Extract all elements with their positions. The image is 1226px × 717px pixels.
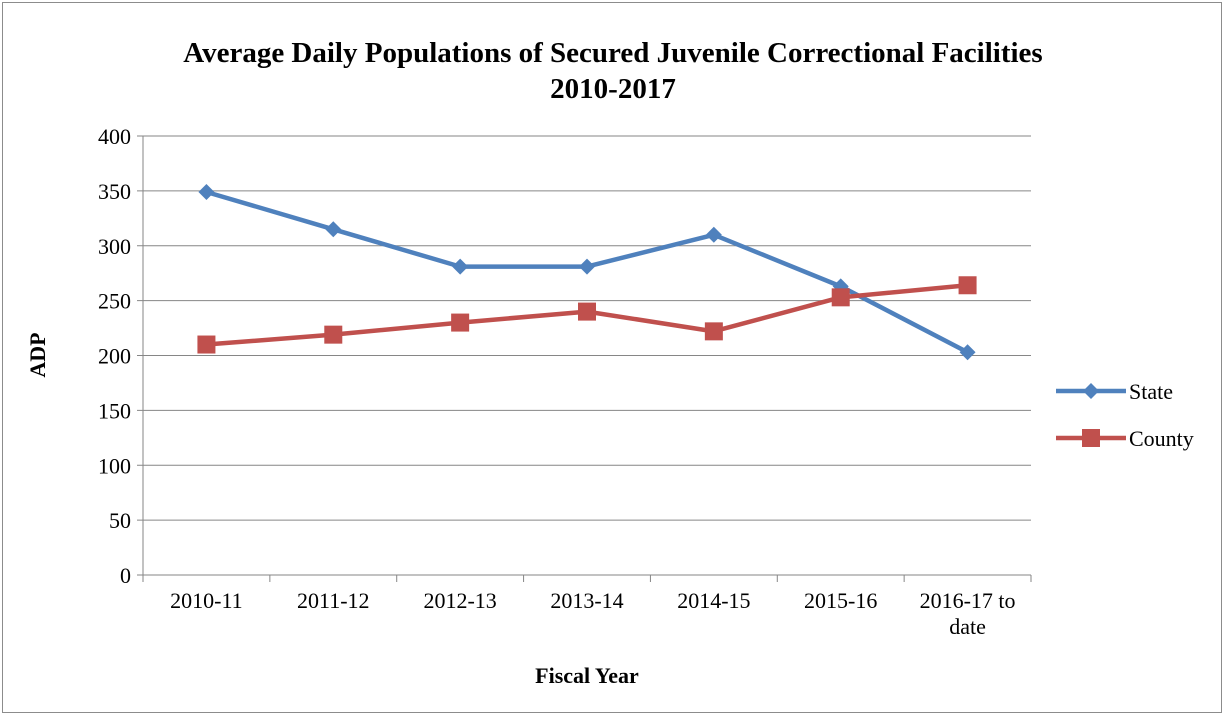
county-point	[451, 313, 470, 332]
y-tick-label: 200	[98, 344, 131, 369]
y-tick-label: 0	[120, 563, 131, 588]
y-tick-label: 150	[98, 398, 131, 423]
x-tick-label: 2011-12	[297, 588, 370, 613]
county-point	[197, 335, 216, 354]
series-lines	[197, 183, 977, 361]
chart-title: Average Daily Populations of Secured Juv…	[183, 37, 1042, 69]
county-point	[958, 276, 977, 295]
state-point	[452, 258, 469, 275]
legend-label-county: County	[1129, 426, 1194, 451]
y-tick-label: 400	[98, 124, 131, 149]
x-axis-title: Fiscal Year	[535, 663, 639, 688]
x-tick-label: 2010-11	[170, 588, 243, 613]
legend-label-state: State	[1129, 379, 1173, 404]
y-tick-label: 300	[98, 234, 131, 259]
county-point	[324, 325, 343, 344]
legend-marker-county	[1082, 429, 1100, 447]
x-tick-label: 2012-13	[423, 588, 496, 613]
county-point	[704, 322, 723, 341]
x-tick-label: 2013-14	[550, 588, 623, 613]
county-point	[831, 288, 850, 307]
y-tick-label: 50	[109, 508, 131, 533]
y-tick-label: 350	[98, 179, 131, 204]
state-point	[959, 344, 976, 361]
legend-marker-state	[1083, 383, 1099, 399]
axes: 0 50 100 150 200 250 300 350 400 2010-11 2011-12 20…	[98, 124, 1032, 639]
x-tick-label: 2014-15	[677, 588, 750, 613]
state-point	[325, 221, 342, 238]
legend: State County	[1056, 379, 1194, 451]
y-axis-title: ADP	[25, 332, 50, 377]
state-point	[705, 226, 722, 243]
y-tick-label: 250	[98, 289, 131, 314]
county-point	[578, 302, 596, 321]
y-tick-label: 100	[98, 453, 131, 478]
chart-subtitle: 2010-2017	[550, 73, 676, 105]
legend-item-county: County	[1056, 426, 1194, 451]
x-tick-label: 2016-17 to date	[920, 588, 1016, 639]
legend-item-state: State	[1056, 379, 1173, 404]
x-tick-label: 2015-16	[804, 588, 877, 613]
gridlines	[143, 135, 1031, 521]
state-point	[198, 183, 215, 200]
state-point	[579, 258, 595, 275]
